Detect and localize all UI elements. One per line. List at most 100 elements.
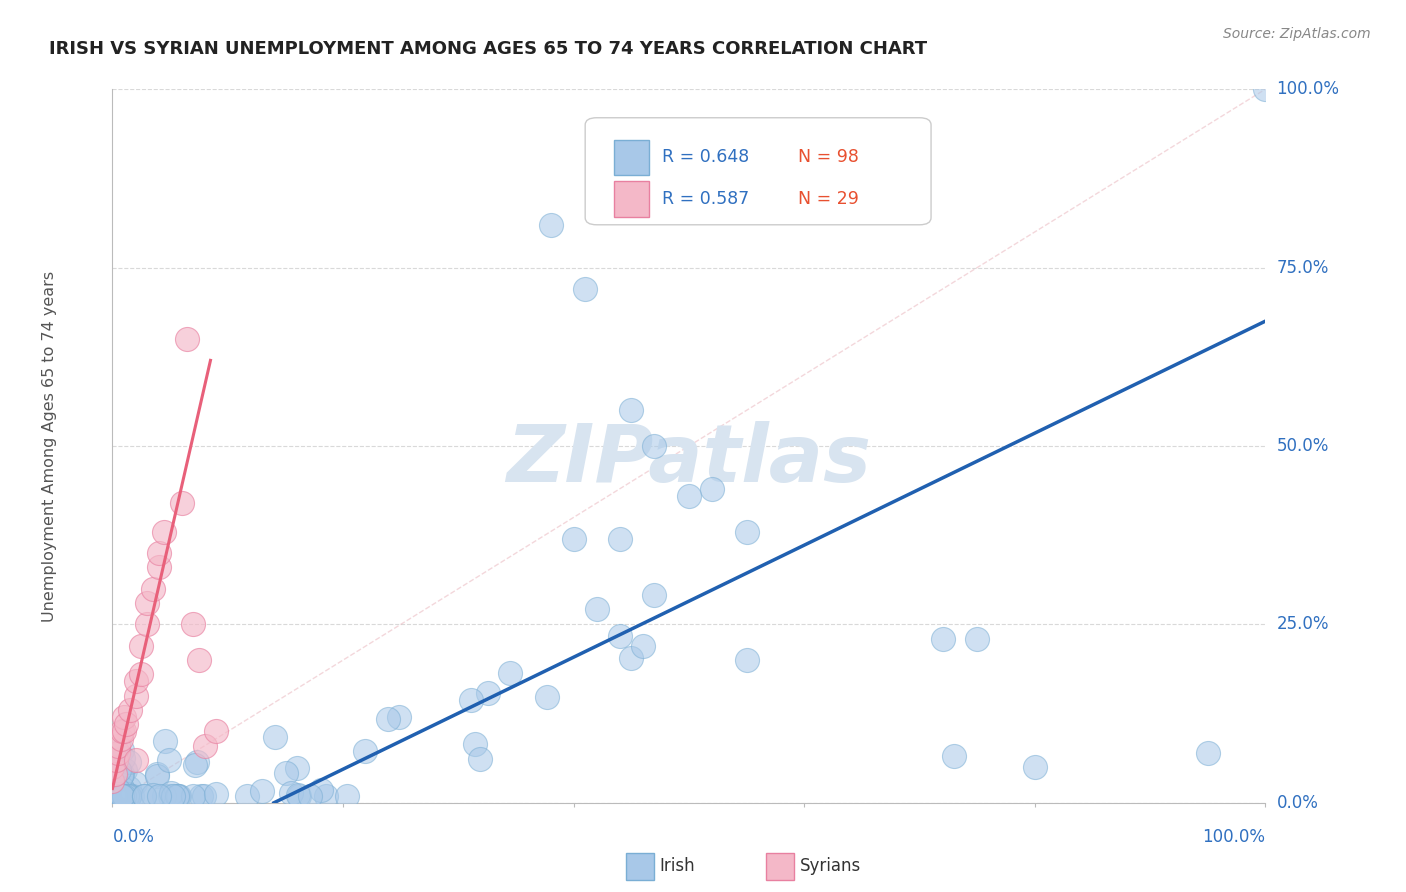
Point xyxy=(121,789,143,803)
Point xyxy=(464,737,486,751)
Point xyxy=(252,783,274,797)
Point xyxy=(112,789,135,803)
Text: IRISH VS SYRIAN UNEMPLOYMENT AMONG AGES 65 TO 74 YEARS CORRELATION CHART: IRISH VS SYRIAN UNEMPLOYMENT AMONG AGES … xyxy=(49,40,928,58)
Point xyxy=(477,686,499,700)
Text: R = 0.648: R = 0.648 xyxy=(662,148,749,166)
Point xyxy=(170,496,193,510)
Point xyxy=(111,724,134,739)
Point xyxy=(114,763,136,777)
Point xyxy=(112,724,135,739)
Text: Source: ZipAtlas.com: Source: ZipAtlas.com xyxy=(1223,27,1371,41)
Point xyxy=(280,786,302,800)
Point xyxy=(166,789,188,803)
Text: 100.0%: 100.0% xyxy=(1277,80,1340,98)
Point xyxy=(111,743,134,757)
Point xyxy=(115,787,138,801)
Point xyxy=(643,439,665,453)
Point xyxy=(136,617,159,632)
Point xyxy=(124,674,146,689)
Point xyxy=(129,639,153,653)
Point xyxy=(112,710,135,724)
Text: Syrians: Syrians xyxy=(800,857,862,875)
Point xyxy=(966,632,988,646)
Point xyxy=(176,332,198,346)
Point xyxy=(1197,746,1219,760)
Text: 50.0%: 50.0% xyxy=(1277,437,1329,455)
Point xyxy=(288,789,311,803)
Point xyxy=(136,596,159,610)
Point xyxy=(499,666,522,681)
Point xyxy=(159,789,181,803)
Point xyxy=(104,767,127,781)
Point xyxy=(181,789,204,803)
Point xyxy=(609,630,631,644)
Point xyxy=(111,750,134,764)
Text: 75.0%: 75.0% xyxy=(1277,259,1329,277)
Point xyxy=(108,789,131,803)
Point xyxy=(186,755,208,769)
Point xyxy=(101,760,124,774)
Point xyxy=(536,690,558,704)
Point xyxy=(735,524,758,539)
Point xyxy=(107,789,129,803)
Point xyxy=(115,789,138,803)
Point xyxy=(181,617,204,632)
Point xyxy=(132,789,155,803)
Point xyxy=(118,780,141,795)
Point xyxy=(585,601,607,615)
Point xyxy=(111,781,134,796)
Point xyxy=(108,789,131,803)
Point xyxy=(110,789,132,803)
Point xyxy=(111,789,134,803)
Point xyxy=(111,789,134,803)
Point xyxy=(107,783,129,797)
Point xyxy=(620,651,643,665)
Point xyxy=(124,689,146,703)
Point xyxy=(735,653,758,667)
Point xyxy=(287,789,309,803)
Point xyxy=(110,767,132,781)
Point xyxy=(101,774,124,789)
Point xyxy=(153,734,176,748)
Point xyxy=(105,789,128,803)
Text: N = 98: N = 98 xyxy=(799,148,859,166)
Text: 100.0%: 100.0% xyxy=(1202,828,1265,846)
Point xyxy=(110,731,132,746)
Point xyxy=(1254,82,1277,96)
Point xyxy=(540,218,562,232)
Point xyxy=(117,789,139,803)
FancyBboxPatch shape xyxy=(614,139,648,175)
Point xyxy=(184,757,207,772)
Point xyxy=(148,546,170,560)
Text: 0.0%: 0.0% xyxy=(1277,794,1319,812)
Point xyxy=(115,717,138,731)
Point xyxy=(631,639,654,653)
Point xyxy=(108,763,131,777)
Point xyxy=(129,667,153,681)
Point xyxy=(609,532,631,546)
Point xyxy=(160,786,183,800)
Text: N = 29: N = 29 xyxy=(799,190,859,208)
Point xyxy=(943,749,966,764)
Point xyxy=(336,789,359,803)
Text: Unemployment Among Ages 65 to 74 years: Unemployment Among Ages 65 to 74 years xyxy=(42,270,56,622)
Point xyxy=(104,753,127,767)
Point xyxy=(388,710,411,724)
Point xyxy=(1024,760,1046,774)
Point xyxy=(104,789,127,803)
Point xyxy=(146,767,169,781)
Point xyxy=(574,282,596,296)
Point xyxy=(931,632,953,646)
Point xyxy=(167,789,190,803)
Point xyxy=(148,560,170,574)
Point xyxy=(153,789,176,803)
Point xyxy=(124,776,146,790)
Point xyxy=(146,769,169,783)
Point xyxy=(236,789,259,803)
Point xyxy=(118,755,141,769)
Point xyxy=(114,789,136,803)
Point xyxy=(193,789,215,803)
Point xyxy=(142,582,165,596)
Text: Irish: Irish xyxy=(659,857,695,875)
Text: ZIPatlas: ZIPatlas xyxy=(506,421,872,500)
